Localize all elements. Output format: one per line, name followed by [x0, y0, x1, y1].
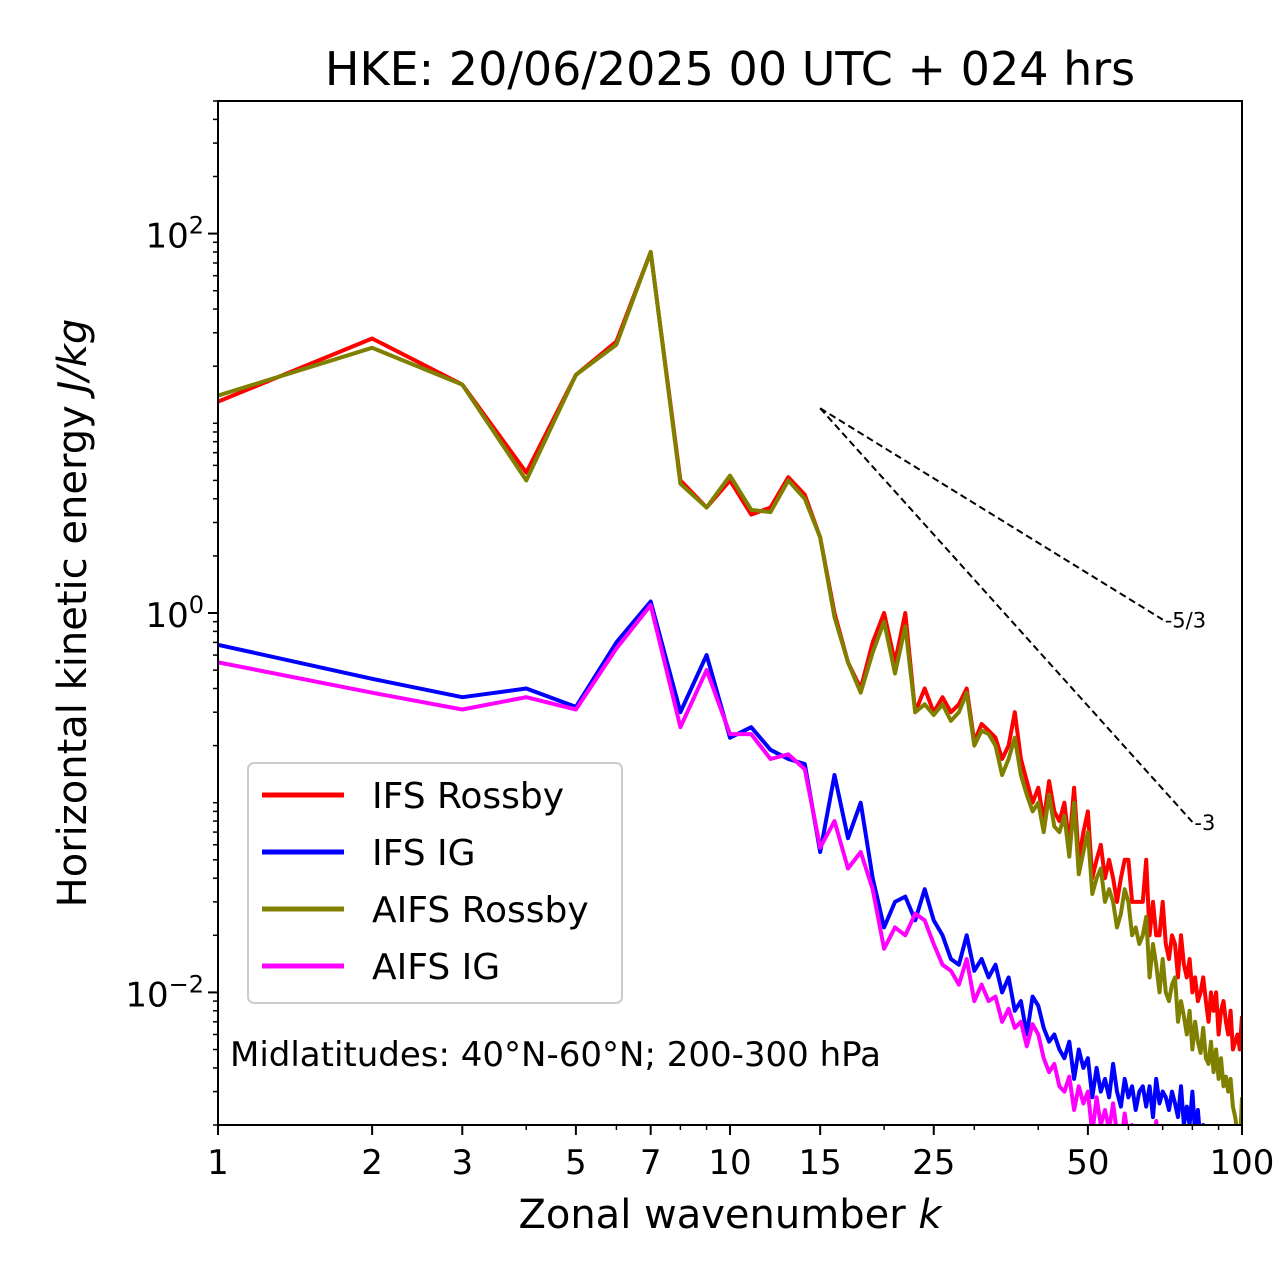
legend-entry-ifs-rossby: IFS Rossby — [262, 776, 564, 817]
series-line-aifs-rossby — [218, 250, 1242, 1125]
x-tick-label: 5 — [565, 1143, 587, 1183]
legend-box — [247, 762, 623, 1004]
y-axis-ticks: 102 100 10−2 — [125, 100, 218, 1126]
y-axis-label-main: Horizontal kinetic energy — [50, 393, 96, 908]
x-axis-label: Zonal wavenumber k — [518, 1192, 943, 1238]
slope-line-3 — [819, 407, 1194, 823]
x-tick-label: 3 — [451, 1143, 473, 1183]
region-annotation: Midlatitudes: 40°N-60°N; 200-300 hPa — [230, 1035, 881, 1075]
x-tick-label: 25 — [912, 1143, 955, 1183]
legend-entry-aifs-rossby: AIFS Rossby — [262, 890, 589, 931]
x-tick-label: 10 — [708, 1143, 751, 1183]
series-aifs-rossby — [218, 250, 1242, 1125]
legend-label: AIFS Rossby — [372, 890, 589, 931]
legend-label: IFS IG — [372, 833, 476, 874]
chart-title: HKE: 20/06/2025 00 UTC + 024 hrs — [325, 42, 1135, 96]
x-axis-label-var: k — [918, 1192, 943, 1238]
series-line-aifs-ig — [218, 603, 1159, 1125]
x-tick-label: 15 — [799, 1143, 842, 1183]
y-tick-label: 102 — [145, 212, 204, 257]
series-ifs-ig — [218, 599, 1206, 1125]
x-tick-label: 100 — [1210, 1143, 1275, 1183]
x-tick-label: 2 — [361, 1143, 383, 1183]
series-aifs-ig — [218, 603, 1159, 1125]
y-tick-label: 100 — [145, 591, 204, 636]
series-line-ifs-ig — [218, 599, 1206, 1125]
x-axis-ticks: 1 2 3 5 7 10 15 25 50 100 — [207, 1125, 1274, 1183]
x-axis-label-main: Zonal wavenumber — [518, 1192, 918, 1238]
legend-entries: IFS Rossby IFS IG AIFS Rossby AIFS IG — [262, 776, 589, 988]
x-tick-label: 50 — [1066, 1143, 1109, 1183]
y-axis-label-unit: J/kg — [50, 319, 96, 400]
slope-line-5-over-3 — [819, 407, 1164, 621]
x-tick-label: 1 — [207, 1143, 229, 1183]
legend: IFS Rossby IFS IG AIFS Rossby AIFS IG — [247, 762, 623, 1004]
x-tick-label: 7 — [640, 1143, 662, 1183]
legend-entry-ifs-ig: IFS IG — [262, 833, 476, 874]
y-tick-label: 10−2 — [125, 970, 204, 1015]
slope-label: -5/3 — [1165, 609, 1206, 633]
y-axis-label: Horizontal kinetic energy J/kg — [50, 319, 96, 908]
slope-label: -3 — [1194, 811, 1215, 835]
legend-label: AIFS IG — [372, 947, 500, 988]
reference-slope-layer: -5/3 -3 — [819, 407, 1215, 835]
legend-label: IFS Rossby — [372, 776, 564, 817]
series-layer — [218, 250, 1242, 1125]
legend-entry-aifs-ig: AIFS IG — [262, 947, 500, 988]
